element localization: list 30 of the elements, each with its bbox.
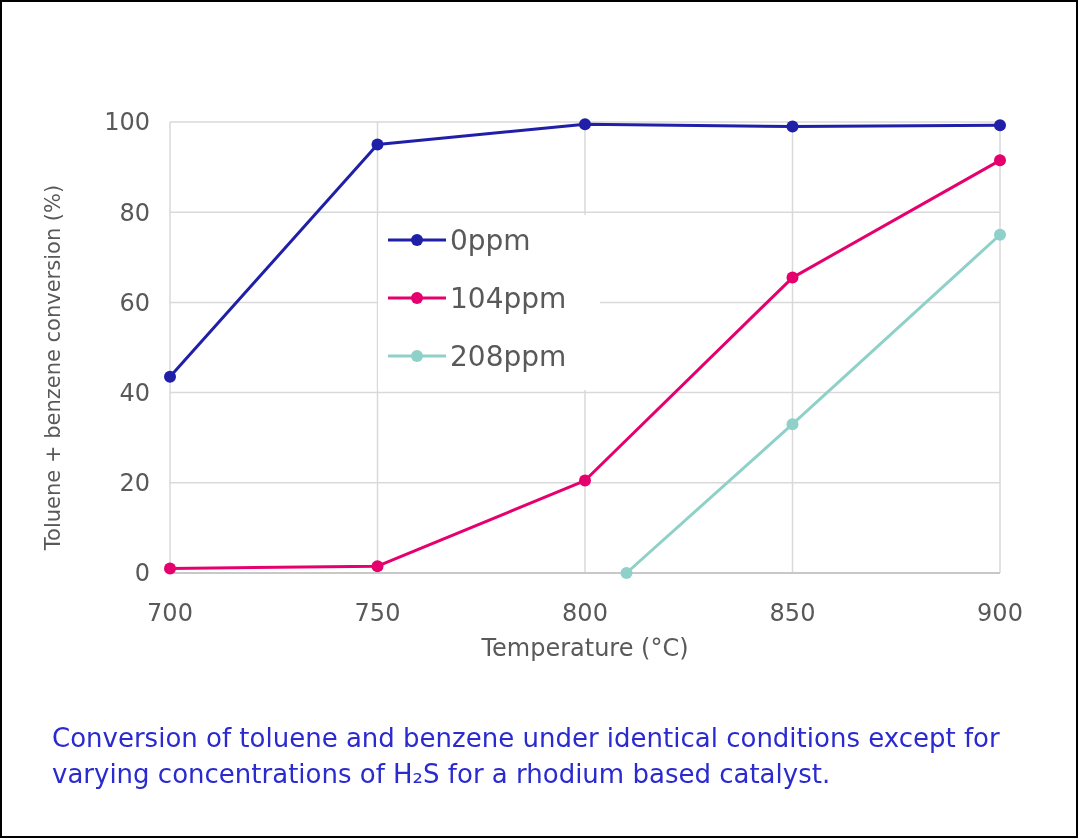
y-tick-label: 60 [119,288,150,317]
point [579,474,591,487]
point [371,138,384,151]
y-tick-label: 80 [119,198,150,227]
point [994,119,1006,132]
text: Conversion of toluene and benzene under identical conditions except for varying concentrations of H₂S for a rhodium based catalyst. [52,723,1000,789]
legend-label: 104ppm [450,281,567,315]
point [620,567,633,579]
x-tick-label: 900 [977,599,1023,627]
y-tick-label: 100 [104,108,150,137]
point [164,562,176,575]
y-tick-label: 0 [134,559,150,588]
point [579,118,591,131]
point [994,154,1006,167]
x-tick-label: 700 [147,599,193,627]
x-axis-title: Temperature (°C) [480,634,689,662]
point [786,120,799,133]
y-axis-title: Toluene + benzene conversion (%) [41,184,65,552]
y-tick-label: 40 [119,379,150,407]
x-tick-label: 800 [562,599,608,627]
point [786,418,799,431]
point [786,271,799,284]
point [371,560,384,573]
legend-label: 208ppm [450,339,567,373]
point [164,370,176,383]
legend-label: 0ppm [450,223,531,257]
x-tick-label: 850 [769,599,816,627]
point [994,228,1006,241]
y-tick-label: 20 [119,469,150,498]
x-tick-label: 750 [354,599,401,627]
